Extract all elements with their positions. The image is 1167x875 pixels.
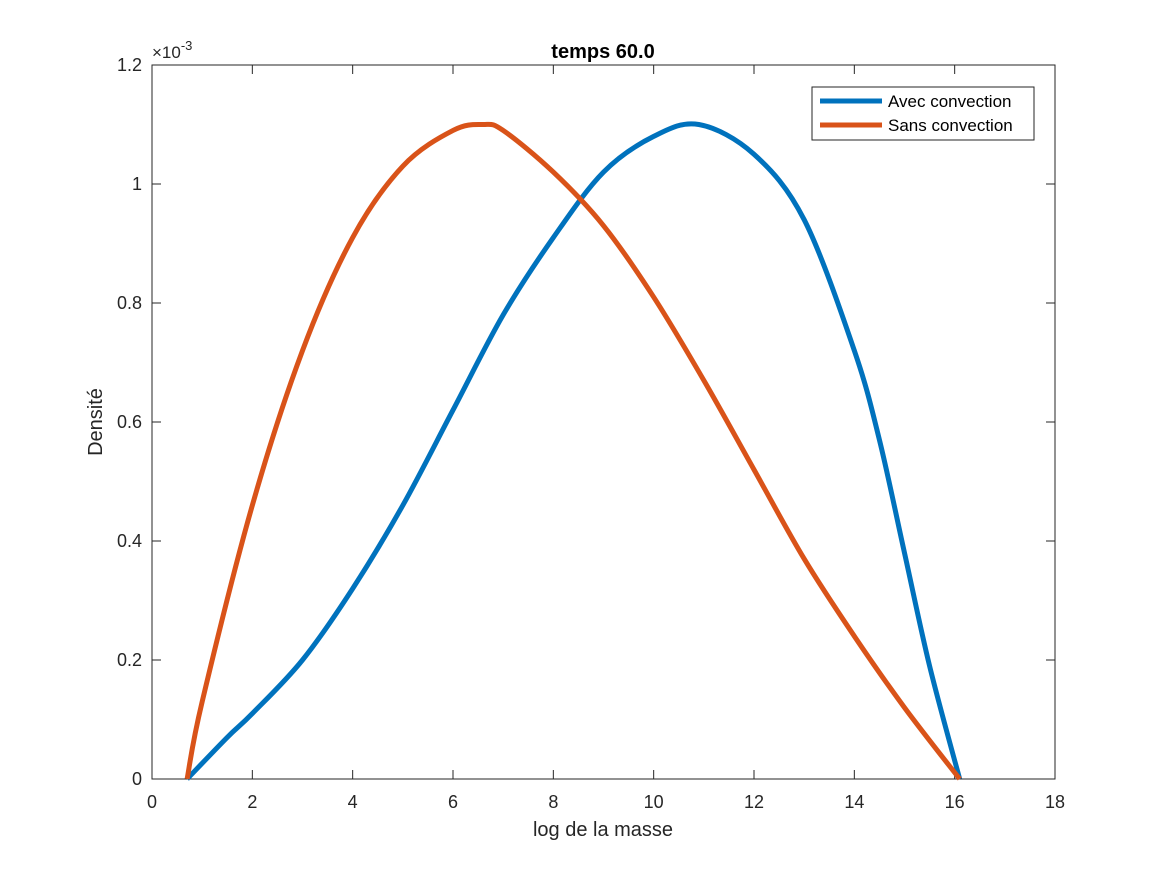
chart-title: temps 60.0 [551, 41, 654, 63]
x-axis-label: log de la masse [533, 819, 673, 841]
x-tick-label: 0 [147, 792, 157, 812]
x-tick-label: 8 [548, 792, 558, 812]
x-tick-label: 2 [247, 792, 257, 812]
y-tick-label: 1 [132, 174, 142, 194]
legend: Avec convection Sans convection [811, 86, 1035, 141]
y-tick-label: 0.8 [117, 293, 142, 313]
y-tick-label: 0 [132, 769, 142, 789]
legend-label-avec-convection: Avec convection [888, 92, 1011, 111]
x-tick-label: 10 [644, 792, 664, 812]
x-tick-label: 16 [945, 792, 965, 812]
legend-label-sans-convection: Sans convection [888, 116, 1013, 135]
axis-ticks: 0 2 4 6 8 10 12 14 16 18 0 0.2 0.4 0.6 0.8 1 1.2 [117, 55, 1065, 812]
series-line-sans-convection [184, 121, 962, 781]
y-tick-label: 0.6 [117, 412, 142, 432]
x-tick-label: 14 [844, 792, 864, 812]
series-line-avec-convection [185, 121, 963, 781]
y-tick-label: 0.2 [117, 650, 142, 670]
y-tick-label: 0.4 [117, 531, 142, 551]
x-tick-label: 6 [448, 792, 458, 812]
x-tick-label: 12 [744, 792, 764, 812]
legend-box [811, 86, 1035, 141]
y-tick-label: 1.2 [117, 55, 142, 75]
y-axis-label: Densité [85, 388, 107, 456]
x-tick-label: 18 [1045, 792, 1065, 812]
x-tick-label: 4 [348, 792, 358, 812]
series-lines [184, 121, 963, 781]
y-exponent-label: ×10-3 [152, 38, 192, 62]
